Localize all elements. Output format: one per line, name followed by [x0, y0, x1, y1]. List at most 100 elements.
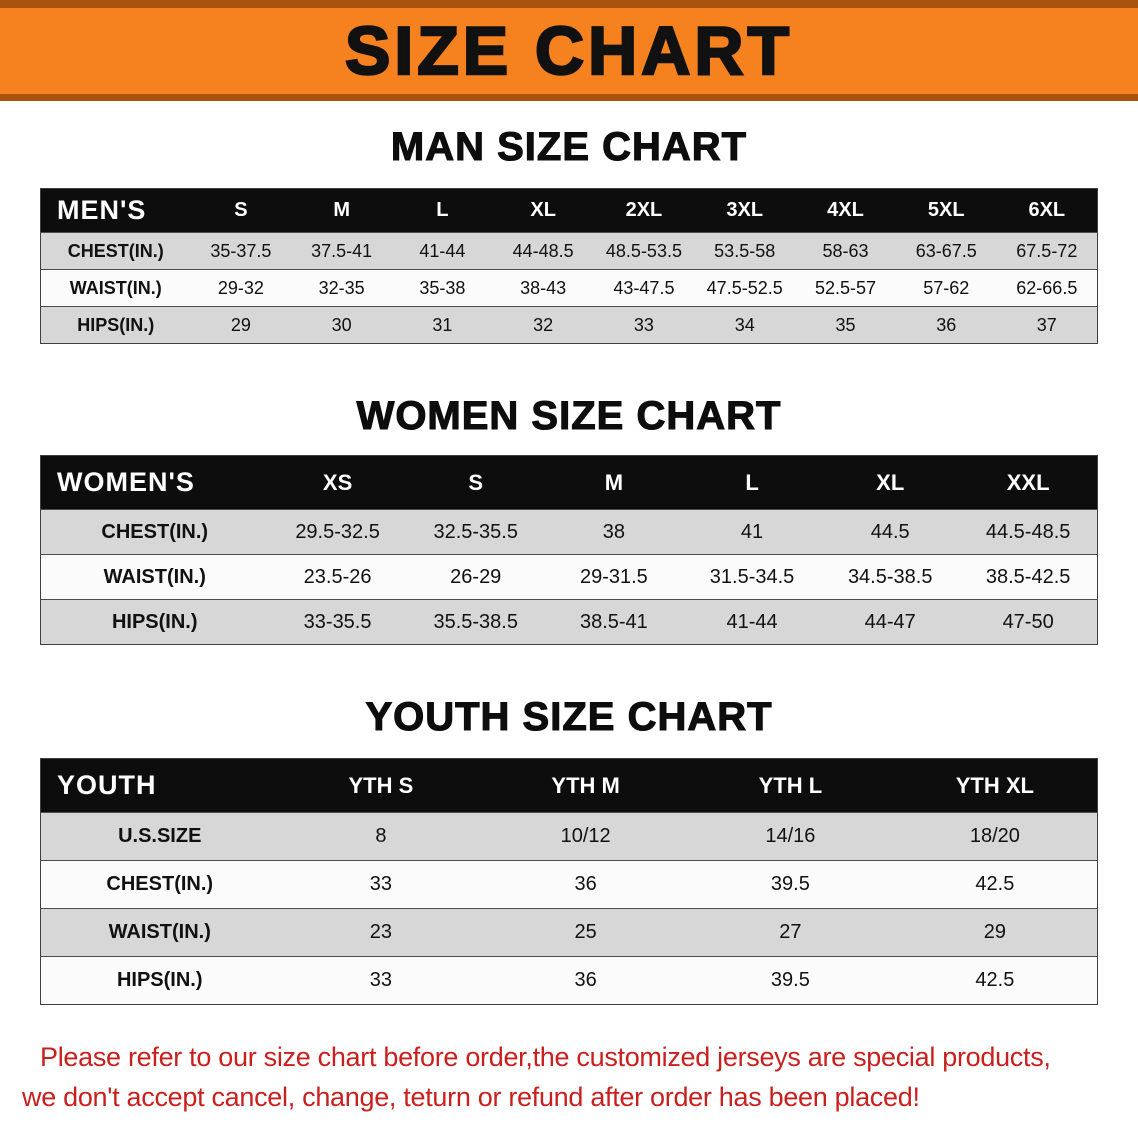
size-value-cell: 25	[483, 908, 688, 957]
youth-corner-label: YOUTH	[40, 758, 279, 813]
youth-section: YOUTH SIZE CHART YOUTH YTH S YTH M YTH L YTH…	[0, 694, 1138, 1005]
size-column-header: YTH XL	[892, 758, 1098, 813]
size-value-cell: 42.5	[892, 956, 1098, 1005]
size-column-header: XL	[821, 455, 960, 510]
size-value-cell: 23	[278, 908, 484, 957]
size-value-cell: 37	[996, 306, 1098, 344]
size-value-cell: 39.5	[688, 860, 893, 909]
footer-line-1: Please refer to our size chart before or…	[40, 1042, 1051, 1072]
size-value-cell: 63-67.5	[895, 232, 997, 270]
men-size-table: MEN'S S M L XL 2XL 3XL 4XL 5XL 6XL CHEST(IN.) 35-37…	[40, 188, 1098, 344]
size-column-header: YTH M	[483, 758, 688, 813]
size-value-cell: 8	[278, 812, 484, 861]
size-value-cell: 47.5-52.5	[694, 269, 796, 307]
size-value-cell: 18/20	[892, 812, 1098, 861]
size-column-header: 5XL	[895, 188, 997, 233]
table-row: CHEST(IN.) 33 36 39.5 42.5	[40, 860, 1098, 909]
size-column-header: XL	[492, 188, 594, 233]
size-value-cell: 26-29	[406, 554, 545, 600]
size-value-cell: 32-35	[291, 269, 393, 307]
footer-line-2: we don't accept cancel, change, teturn o…	[22, 1082, 920, 1112]
size-column-header: 6XL	[996, 188, 1098, 233]
size-value-cell: 38	[544, 509, 683, 555]
size-value-cell: 34.5-38.5	[821, 554, 960, 600]
size-value-cell: 41-44	[392, 232, 493, 270]
size-value-cell: 33	[278, 956, 484, 1005]
footer-note: Please refer to our size chart before or…	[0, 1037, 1138, 1117]
size-value-cell: 38.5-41	[544, 599, 683, 645]
row-label: HIPS(IN.)	[40, 956, 279, 1005]
row-label: HIPS(IN.)	[40, 306, 191, 344]
table-row: CHEST(IN.) 35-37.5 37.5-41 41-44 44-48.5 48.5…	[40, 232, 1098, 270]
size-column-header: M	[544, 455, 683, 510]
size-value-cell: 29.5-32.5	[268, 509, 407, 555]
size-value-cell: 38-43	[492, 269, 594, 307]
size-value-cell: 39.5	[688, 956, 893, 1005]
size-column-header: S	[190, 188, 292, 233]
size-value-cell: 23.5-26	[268, 554, 407, 600]
size-value-cell: 41-44	[682, 599, 822, 645]
women-corner-label: WOMEN'S	[40, 455, 269, 510]
table-row: U.S.SIZE 8 10/12 14/16 18/20	[40, 812, 1098, 861]
table-row: HIPS(IN.) 33 36 39.5 42.5	[40, 956, 1098, 1005]
men-header-row: MEN'S S M L XL 2XL 3XL 4XL 5XL 6XL	[40, 188, 1098, 233]
size-value-cell: 52.5-57	[795, 269, 896, 307]
size-value-cell: 29-31.5	[544, 554, 683, 600]
banner: SIZE CHART	[0, 0, 1138, 101]
size-value-cell: 32.5-35.5	[406, 509, 545, 555]
row-label: WAIST(IN.)	[40, 554, 269, 600]
size-value-cell: 33	[278, 860, 484, 909]
size-column-header: L	[392, 188, 493, 233]
size-column-header: XS	[268, 455, 407, 510]
size-column-header: YTH L	[688, 758, 893, 813]
size-value-cell: 33	[593, 306, 695, 344]
table-row: WAIST(IN.) 23 25 27 29	[40, 908, 1098, 957]
size-value-cell: 35-37.5	[190, 232, 292, 270]
size-column-header: YTH S	[278, 758, 484, 813]
row-label: CHEST(IN.)	[40, 860, 279, 909]
size-value-cell: 37.5-41	[291, 232, 393, 270]
size-column-header: L	[682, 455, 822, 510]
size-value-cell: 47-50	[959, 599, 1098, 645]
size-column-header: 4XL	[795, 188, 896, 233]
women-section-heading: WOMEN SIZE CHART	[356, 393, 782, 438]
size-value-cell: 62-66.5	[996, 269, 1098, 307]
size-value-cell: 57-62	[895, 269, 997, 307]
size-value-cell: 36	[483, 860, 688, 909]
size-value-cell: 44-48.5	[492, 232, 594, 270]
size-value-cell: 38.5-42.5	[959, 554, 1098, 600]
women-section: WOMEN SIZE CHART WOMEN'S XS S M L XL XXL CHEST(…	[0, 393, 1138, 645]
table-row: CHEST(IN.) 29.5-32.5 32.5-35.5 38 41 44.5 44.5…	[40, 509, 1098, 555]
size-value-cell: 34	[694, 306, 796, 344]
row-label: WAIST(IN.)	[40, 908, 279, 957]
youth-size-table: YOUTH YTH S YTH M YTH L YTH XL U.S.SIZE 8 10/12…	[40, 758, 1098, 1005]
women-header-row: WOMEN'S XS S M L XL XXL	[40, 455, 1098, 510]
size-value-cell: 36	[483, 956, 688, 1005]
size-value-cell: 29	[190, 306, 292, 344]
table-row: WAIST(IN.) 23.5-26 26-29 29-31.5 31.5-34.5 34…	[40, 554, 1098, 600]
youth-header-row: YOUTH YTH S YTH M YTH L YTH XL	[40, 758, 1098, 813]
men-corner-label: MEN'S	[40, 188, 191, 233]
size-value-cell: 35-38	[392, 269, 493, 307]
size-column-header: S	[406, 455, 545, 510]
size-value-cell: 32	[492, 306, 594, 344]
size-value-cell: 30	[291, 306, 393, 344]
size-value-cell: 31	[392, 306, 493, 344]
size-value-cell: 14/16	[688, 812, 893, 861]
row-label: U.S.SIZE	[40, 812, 279, 861]
men-section-heading: MAN SIZE CHART	[390, 124, 748, 169]
size-value-cell: 43-47.5	[593, 269, 695, 307]
men-section: MAN SIZE CHART MEN'S S M L XL 2XL 3XL 4XL 5XL 6XL…	[0, 124, 1138, 344]
size-value-cell: 27	[688, 908, 893, 957]
size-value-cell: 53.5-58	[694, 232, 796, 270]
size-value-cell: 33-35.5	[268, 599, 407, 645]
size-value-cell: 58-63	[795, 232, 896, 270]
size-value-cell: 35	[795, 306, 896, 344]
row-label: CHEST(IN.)	[40, 232, 191, 270]
size-value-cell: 10/12	[483, 812, 688, 861]
row-label: CHEST(IN.)	[40, 509, 269, 555]
size-value-cell: 41	[682, 509, 822, 555]
table-row: HIPS(IN.) 29 30 31 32 33 34 35 36 37	[40, 306, 1098, 344]
size-value-cell: 67.5-72	[996, 232, 1098, 270]
